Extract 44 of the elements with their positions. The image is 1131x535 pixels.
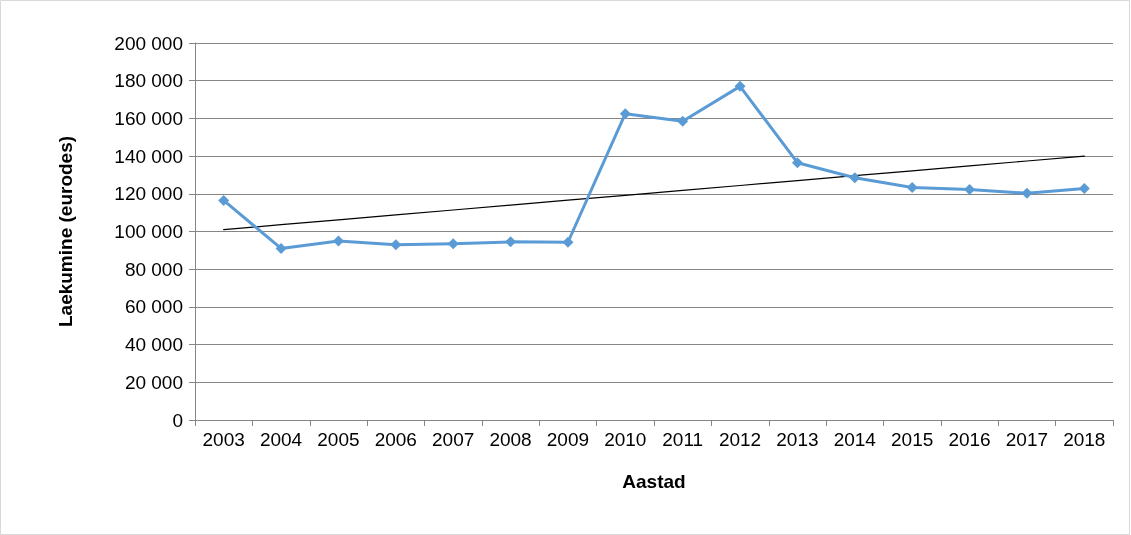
x-tick-label: 2018: [1063, 429, 1106, 450]
point: [906, 182, 918, 194]
y-tick-label: 100 000: [114, 221, 183, 242]
point: [218, 194, 230, 206]
point: [849, 172, 861, 184]
x-tick-label: 2012: [718, 429, 762, 450]
point: [791, 157, 803, 169]
x-tick-label: 2013: [776, 429, 819, 450]
y-tick-label: 120 000: [114, 183, 183, 205]
x-tick-label: 2007: [432, 429, 475, 450]
point: [677, 115, 689, 127]
x-tick-label: 2015: [891, 429, 934, 450]
point: [1021, 187, 1033, 199]
y-tick-label: 180 000: [114, 70, 183, 92]
x-tick-label: 2003: [202, 429, 245, 450]
y-tick-label: 160 000: [114, 107, 183, 129]
point: [964, 183, 976, 195]
x-axis-title: Aastad: [622, 471, 686, 492]
point: [1078, 183, 1090, 195]
point: [447, 238, 459, 250]
x-tick-label: 2014: [833, 429, 877, 450]
y-tick-label: 60 000: [124, 296, 183, 318]
x-tick-label: 2011: [662, 429, 704, 450]
point: [332, 235, 344, 247]
x-tick-label: 2016: [948, 429, 991, 450]
x-tick-label: 2006: [374, 429, 417, 450]
y-tick-label: 20 000: [124, 371, 183, 393]
x-tick-label: 2009: [546, 429, 590, 450]
y-tick-label: 0: [172, 409, 183, 431]
x-tick-label: 2010: [604, 429, 647, 450]
y-axis-title: Laekumine (eurodes): [55, 135, 76, 328]
x-tick-label: 2017: [1005, 429, 1049, 450]
x-tick-label: 2008: [489, 429, 532, 450]
y-tick-label: 140 000: [114, 145, 183, 167]
x-tick-label: 2004: [259, 429, 303, 450]
y-tick-label: 40 000: [124, 334, 183, 356]
point: [619, 108, 631, 120]
x-tick-label: 2005: [317, 429, 360, 450]
y-tick-label: 80 000: [124, 258, 183, 280]
y-tick-label: 200 000: [114, 32, 183, 54]
point: [562, 236, 574, 248]
line-series: [223, 155, 1085, 231]
point: [275, 242, 287, 254]
point: [734, 80, 746, 92]
